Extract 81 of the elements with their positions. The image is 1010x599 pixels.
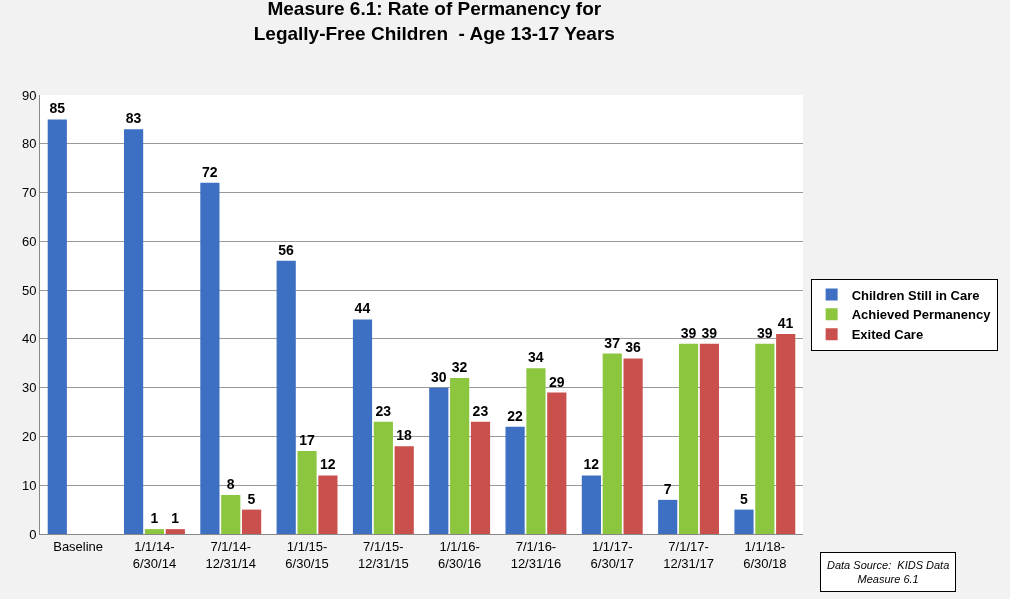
bar [623,358,643,534]
y-tick-label: 40 [21,331,37,347]
data-label: 36 [625,339,641,356]
bar [602,353,622,534]
data-label: 56 [278,241,295,258]
x-tick-label: 1/1/18- 6/30/18 [743,538,787,571]
bar [581,475,601,534]
bar [318,475,338,534]
data-label: 5 [247,490,256,507]
x-tick-label: 1/1/15- 6/30/15 [285,538,329,571]
bar [165,529,185,534]
data-label: 39 [701,324,718,341]
bar [547,392,567,534]
data-label: 5 [739,490,748,507]
data-label: 44 [354,300,371,317]
bar [276,260,296,534]
data-label: 7 [663,480,672,497]
legend-label: Children Still in Care [851,287,980,303]
bar [658,499,678,534]
bar [470,421,491,534]
data-label: 22 [507,407,523,424]
y-tick-label: 90 [21,87,37,103]
data-label: 1 [171,510,180,527]
data-label: 12 [583,456,600,473]
x-tick-label: 7/1/14- 12/31/14 [205,538,257,571]
data-label: 32 [451,358,468,375]
bar [776,334,796,534]
data-label: 1 [150,510,159,527]
data-label: 72 [202,163,218,180]
data-label: 23 [375,402,392,419]
bar [505,426,525,534]
bar [450,377,470,534]
data-label: 30 [430,368,447,385]
x-tick-label: 7/1/16- 12/31/16 [510,538,562,571]
source-note: Data Source: KIDS Data Measure 6.1 [827,559,950,586]
y-tick-label: 50 [21,282,37,298]
data-label: 8 [226,475,235,492]
data-label: 18 [396,427,413,444]
data-label: 83 [125,110,142,127]
bar [734,509,754,534]
data-label: 41 [777,315,794,332]
x-tick-label: 1/1/17- 6/30/17 [590,538,634,571]
data-label: 37 [604,334,621,351]
data-label: 34 [528,349,544,366]
data-label: 39 [680,324,697,341]
bar [200,182,220,534]
bar [352,319,373,534]
y-tick-label: 10 [21,477,37,493]
data-label: 85 [49,100,66,117]
bar [429,387,449,534]
bar [242,509,262,534]
legend-label: Achieved Permanency [851,307,992,323]
bar [699,343,719,534]
data-label: 17 [299,432,315,449]
bar [526,368,546,534]
bar [678,343,699,534]
bar [394,446,414,534]
x-tick-label: 7/1/15- 12/31/15 [358,538,409,571]
data-label: 29 [548,373,565,390]
bar [144,529,165,534]
x-tick-label: 7/1/17- 12/31/17 [663,538,714,571]
bar [373,421,393,534]
bar [755,343,775,534]
data-label: 23 [472,402,489,419]
y-tick-label: 0 [29,526,37,542]
data-label: 39 [756,324,773,341]
bar [221,494,241,534]
x-tick-label: 1/1/16- 6/30/16 [437,538,482,571]
chart-title: Measure 6.1: Rate of Permanency for Legally-Free Children - Age 13-17 Years [253,0,615,44]
y-tick-label: 80 [21,136,37,152]
y-tick-label: 60 [21,233,37,249]
legend-label: Exited Care [851,327,924,343]
data-label: 12 [320,456,336,473]
x-tick-label: Baseline [53,538,104,554]
x-tick-label: 1/1/14- 6/30/14 [132,538,177,571]
bar [297,451,317,534]
bar [124,129,144,534]
y-tick-label: 30 [21,380,37,396]
y-tick-label: 20 [21,428,37,444]
bar [47,119,67,534]
y-tick-label: 70 [21,185,37,201]
